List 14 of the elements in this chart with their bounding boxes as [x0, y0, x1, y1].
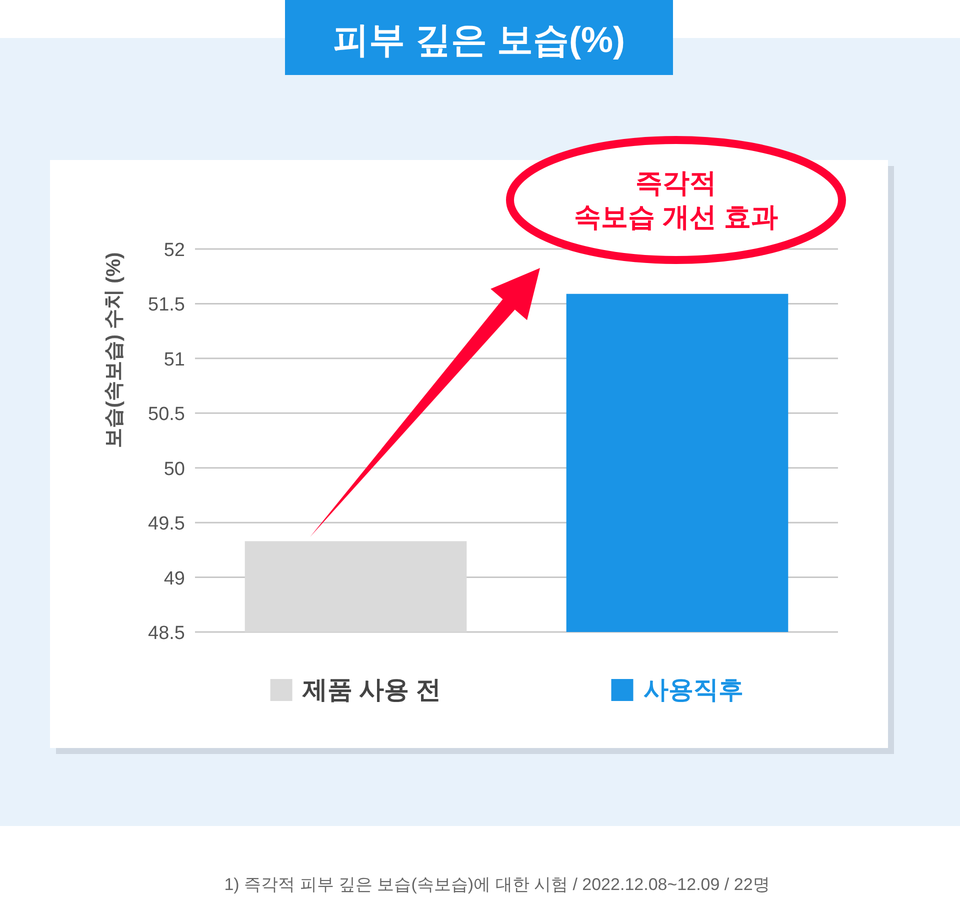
y-tick-label: 51 [164, 349, 185, 370]
y-tick-label: 51.5 [148, 294, 185, 316]
y-tick-label: 52 [164, 240, 185, 261]
x-tick-label: 제품 사용 전 [301, 676, 442, 704]
text: 1) 즉각적 피부 깊은 보습(속보습)에 대한 시험 / 2022.12.08~12.09 / 22명 [224, 875, 770, 894]
chart-title: 피부 깊은 보습(%) [333, 19, 625, 60]
y-axis-title: 보습(속보습) 수치 (%) [103, 252, 125, 448]
y-tick-label: 49.5 [148, 514, 185, 535]
annotation-callout: 즉각적 속보습 개선 효과 [506, 136, 846, 264]
x-tick-label: 사용직후 [643, 676, 744, 704]
y-tick-label: 50.5 [148, 404, 185, 426]
y-tick-label: 48.5 [148, 623, 185, 644]
y-tick-label: 50 [164, 458, 185, 480]
y-tick-label: 49 [164, 568, 185, 590]
